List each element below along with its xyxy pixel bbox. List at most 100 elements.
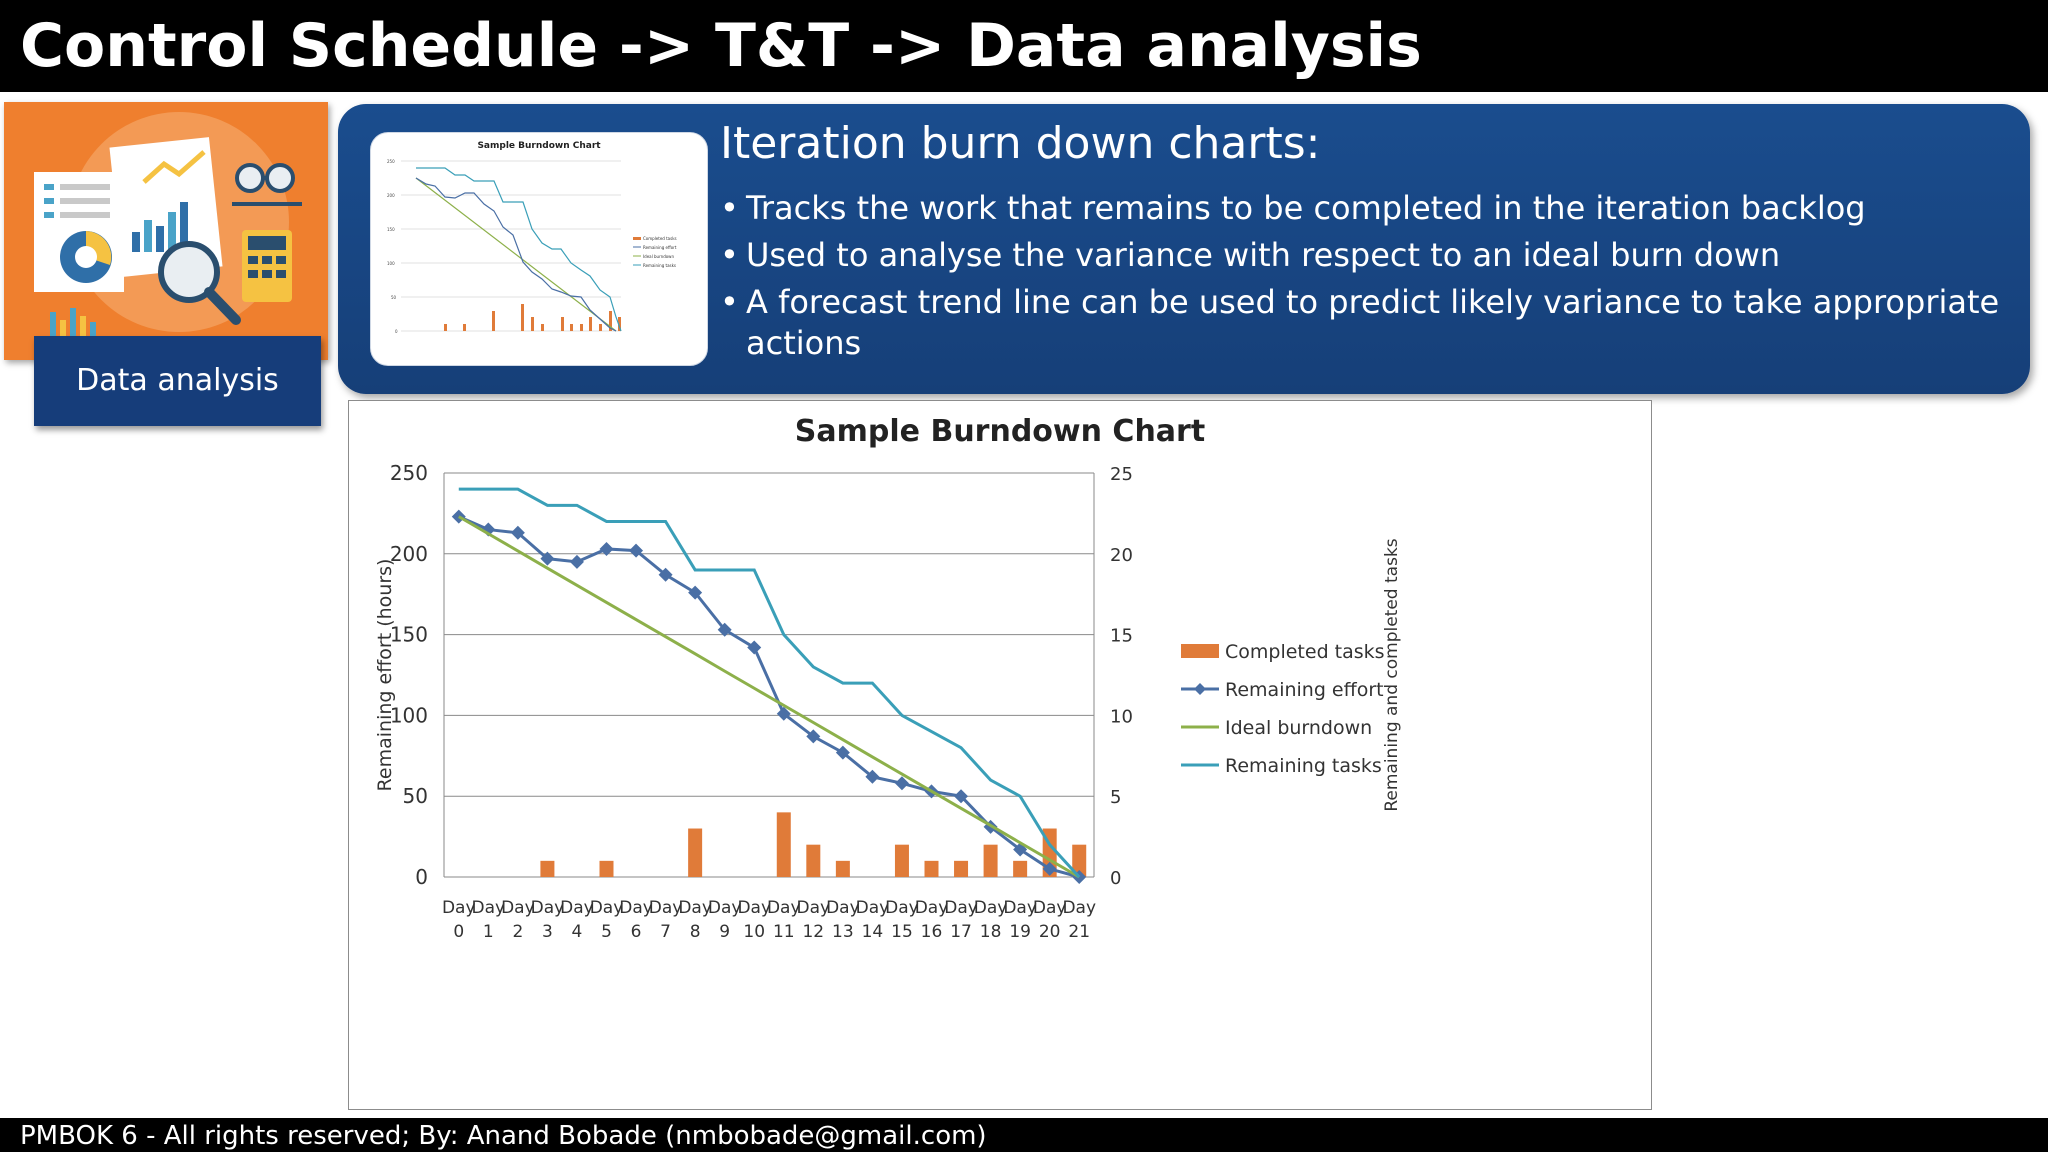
panel-heading: Iteration burn down charts: bbox=[720, 118, 1321, 169]
x-tick-word: Day bbox=[856, 898, 890, 918]
x-tick-label: Day 21 bbox=[1062, 898, 1096, 942]
x-tick-label: Day 1 bbox=[472, 898, 506, 942]
burndown-thumbnail-icon: Sample Burndown Chart C bbox=[387, 141, 677, 334]
x-tick-number: 10 bbox=[743, 922, 765, 942]
x-tick-word: Day bbox=[974, 898, 1008, 918]
svg-text:50: 50 bbox=[391, 295, 397, 300]
x-tick-word: Day bbox=[737, 898, 771, 918]
bar-completed-tasks bbox=[599, 860, 614, 877]
y2-tick-label: 15 bbox=[1110, 626, 1133, 647]
x-tick-label: Day 2 bbox=[501, 898, 535, 942]
point-remaining-effort bbox=[865, 769, 880, 784]
x-tick-number: 9 bbox=[719, 922, 730, 942]
series-line-ideal-burndown bbox=[458, 515, 1080, 879]
topic-label: Data analysis bbox=[34, 336, 321, 426]
bullet-item: A forecast trend line can be used to pre… bbox=[720, 282, 2010, 364]
x-tick-word: Day bbox=[885, 898, 919, 918]
y-tick-label: 250 bbox=[390, 461, 428, 485]
legend-label-ideal-burndown: Ideal burndown bbox=[1225, 717, 1372, 739]
x-tick-label: Day 15 bbox=[885, 898, 919, 942]
svg-text:0: 0 bbox=[395, 329, 398, 334]
y-tick-label: 50 bbox=[403, 784, 428, 808]
bar-completed-tasks bbox=[924, 860, 939, 877]
x-tick-label: Day 0 bbox=[442, 898, 476, 942]
svg-text:250: 250 bbox=[387, 159, 395, 164]
x-tick-word: Day bbox=[560, 898, 594, 918]
x-tick-label: Day 7 bbox=[649, 898, 683, 942]
y2-tick-label: 25 bbox=[1110, 464, 1133, 485]
y-tick-label: 200 bbox=[390, 542, 428, 566]
data-analysis-illustration bbox=[4, 102, 328, 360]
x-tick-label: Day 9 bbox=[708, 898, 742, 942]
bullet-list: Tracks the work that remains to be compl… bbox=[720, 188, 2010, 370]
x-tick-label: Day 18 bbox=[974, 898, 1008, 942]
x-tick-number: 16 bbox=[921, 922, 943, 942]
point-remaining-effort bbox=[599, 541, 614, 556]
x-tick-number: 1 bbox=[483, 922, 494, 942]
x-tick-number: 12 bbox=[802, 922, 824, 942]
chart-y-axis-label: Remaining effort (hours) bbox=[374, 559, 396, 792]
x-tick-word: Day bbox=[590, 898, 624, 918]
x-tick-label: Day 13 bbox=[826, 898, 860, 942]
series-line-remaining-effort bbox=[458, 515, 1080, 879]
point-remaining-effort bbox=[717, 622, 732, 637]
bar-completed-tasks bbox=[776, 812, 791, 877]
bar-completed-tasks bbox=[894, 844, 909, 877]
x-tick-number: 4 bbox=[572, 922, 583, 942]
x-tick-word: Day bbox=[472, 898, 506, 918]
x-tick-label: Day 12 bbox=[797, 898, 831, 942]
x-tick-word: Day bbox=[797, 898, 831, 918]
svg-text:200: 200 bbox=[387, 193, 395, 198]
analytics-illustration-icon bbox=[34, 112, 302, 336]
y2-tick-label: 0 bbox=[1110, 868, 1121, 889]
x-tick-number: 20 bbox=[1039, 922, 1061, 942]
point-remaining-effort bbox=[1042, 861, 1057, 876]
chart-y2-axis-label: Remaining and completed tasks bbox=[1382, 538, 1402, 811]
bar-completed-tasks bbox=[688, 828, 703, 877]
point-remaining-effort bbox=[629, 543, 644, 558]
x-tick-word: Day bbox=[1062, 898, 1096, 918]
x-tick-word: Day bbox=[826, 898, 860, 918]
x-tick-number: 18 bbox=[980, 922, 1002, 942]
bar-completed-tasks bbox=[954, 860, 969, 877]
x-tick-word: Day bbox=[442, 898, 476, 918]
x-tick-label: Day 19 bbox=[1003, 898, 1037, 942]
x-tick-number: 14 bbox=[862, 922, 884, 942]
x-tick-label: Day 14 bbox=[856, 898, 890, 942]
bar-completed-tasks bbox=[1013, 860, 1028, 877]
x-tick-word: Day bbox=[1033, 898, 1067, 918]
x-tick-label: Day 10 bbox=[737, 898, 771, 942]
x-tick-word: Day bbox=[1003, 898, 1037, 918]
bar-completed-tasks bbox=[983, 844, 998, 877]
burndown-chart-frame: Sample Burndown Chart Remaining effort (… bbox=[348, 400, 1652, 1110]
x-tick-label: Day 4 bbox=[560, 898, 594, 942]
point-remaining-effort bbox=[688, 585, 703, 600]
x-tick-label: Day 6 bbox=[619, 898, 653, 942]
y-tick-label: 0 bbox=[415, 865, 428, 889]
x-tick-label: Day 20 bbox=[1033, 898, 1067, 942]
point-remaining-effort bbox=[658, 567, 673, 582]
legend-label-remaining-effort: Remaining effort bbox=[1225, 679, 1384, 701]
x-tick-word: Day bbox=[649, 898, 683, 918]
x-tick-label: Day 11 bbox=[767, 898, 801, 942]
burndown-chart: Sample Burndown Chart Remaining effort (… bbox=[374, 414, 1402, 942]
svg-text:150: 150 bbox=[387, 227, 395, 232]
chart-thumbnail: Sample Burndown Chart C bbox=[370, 132, 708, 366]
x-tick-number: 3 bbox=[542, 922, 553, 942]
x-tick-number: 13 bbox=[832, 922, 854, 942]
x-tick-word: Day bbox=[678, 898, 712, 918]
header-bar: Control Schedule -> T&T -> Data analysis bbox=[0, 0, 2048, 92]
series-line-remaining-tasks bbox=[458, 487, 1081, 879]
y2-tick-label: 5 bbox=[1110, 787, 1121, 808]
svg-text:Ideal burndown: Ideal burndown bbox=[643, 254, 674, 259]
x-tick-number: 6 bbox=[631, 922, 642, 942]
x-tick-word: Day bbox=[767, 898, 801, 918]
bar-completed-tasks bbox=[835, 860, 850, 877]
footer-credit: PMBOK 6 - All rights reserved; By: Anand… bbox=[0, 1118, 2048, 1152]
svg-text:Sample Burndown Chart: Sample Burndown Chart bbox=[477, 141, 601, 151]
point-remaining-effort bbox=[540, 551, 555, 566]
svg-text:Completed tasks: Completed tasks bbox=[643, 236, 677, 241]
bar-completed-tasks bbox=[1072, 844, 1087, 877]
svg-text:Remaining effort: Remaining effort bbox=[643, 245, 677, 250]
legend-swatch-completed-tasks bbox=[1181, 644, 1219, 658]
